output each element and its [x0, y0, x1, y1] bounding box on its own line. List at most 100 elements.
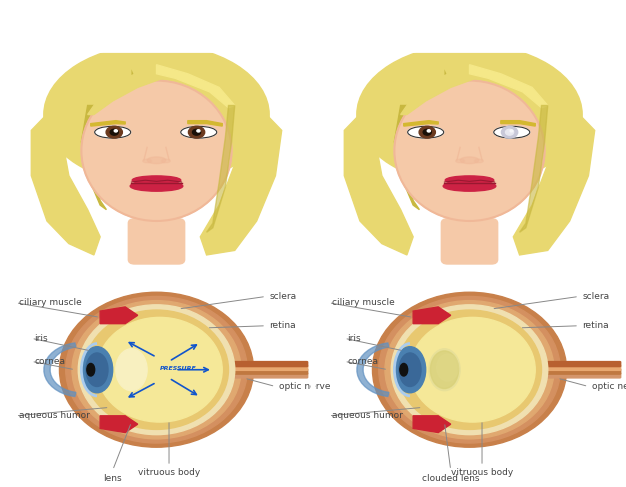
FancyBboxPatch shape	[441, 219, 498, 264]
Circle shape	[505, 129, 513, 135]
Polygon shape	[451, 69, 516, 110]
Polygon shape	[200, 108, 282, 255]
Ellipse shape	[78, 305, 235, 434]
Polygon shape	[344, 108, 413, 255]
Ellipse shape	[394, 80, 545, 221]
Ellipse shape	[443, 181, 496, 191]
Polygon shape	[413, 416, 451, 432]
Polygon shape	[100, 307, 138, 324]
Polygon shape	[404, 121, 438, 126]
Circle shape	[427, 130, 431, 132]
Polygon shape	[394, 106, 419, 209]
Circle shape	[114, 130, 118, 132]
Text: aqueous humor: aqueous humor	[332, 412, 403, 420]
Text: ciliary muscle: ciliary muscle	[332, 298, 394, 307]
Ellipse shape	[494, 126, 530, 138]
Ellipse shape	[456, 159, 464, 163]
Polygon shape	[138, 69, 203, 110]
Polygon shape	[401, 65, 476, 114]
FancyBboxPatch shape	[230, 365, 307, 370]
Polygon shape	[44, 343, 76, 396]
Polygon shape	[513, 108, 595, 255]
FancyBboxPatch shape	[230, 361, 307, 367]
Polygon shape	[156, 65, 235, 108]
Text: iris: iris	[347, 334, 361, 343]
Circle shape	[419, 126, 435, 138]
Ellipse shape	[410, 318, 535, 422]
Polygon shape	[413, 307, 451, 324]
FancyBboxPatch shape	[543, 365, 620, 370]
Polygon shape	[501, 121, 535, 126]
Ellipse shape	[44, 44, 269, 185]
Text: sclera: sclera	[269, 292, 296, 301]
Ellipse shape	[394, 347, 426, 393]
Circle shape	[197, 130, 200, 132]
Ellipse shape	[147, 157, 166, 164]
Circle shape	[423, 129, 431, 135]
Polygon shape	[470, 65, 548, 108]
Text: ciliary muscle: ciliary muscle	[19, 298, 81, 307]
Circle shape	[188, 126, 205, 138]
Text: retina: retina	[269, 321, 296, 330]
Ellipse shape	[181, 126, 217, 138]
Circle shape	[106, 126, 122, 138]
Ellipse shape	[87, 363, 95, 376]
Ellipse shape	[399, 353, 421, 387]
Circle shape	[510, 130, 513, 132]
Polygon shape	[131, 69, 141, 114]
FancyBboxPatch shape	[128, 219, 185, 264]
Ellipse shape	[429, 349, 460, 391]
FancyBboxPatch shape	[543, 373, 620, 378]
Text: Eye with Cataract: Eye with Cataract	[380, 17, 559, 35]
Ellipse shape	[130, 181, 183, 191]
Ellipse shape	[400, 363, 408, 376]
Text: Eye with Glaucoma: Eye with Glaucoma	[60, 17, 253, 35]
Ellipse shape	[86, 353, 108, 387]
Text: cornea: cornea	[34, 357, 66, 366]
Polygon shape	[88, 65, 163, 114]
Ellipse shape	[59, 292, 254, 447]
Ellipse shape	[445, 176, 494, 185]
Circle shape	[193, 129, 200, 135]
Ellipse shape	[385, 300, 554, 439]
Ellipse shape	[408, 126, 444, 138]
Polygon shape	[100, 416, 138, 432]
Text: sclera: sclera	[582, 292, 609, 301]
Ellipse shape	[372, 292, 567, 447]
Ellipse shape	[72, 300, 241, 439]
Text: lens: lens	[103, 474, 122, 484]
Ellipse shape	[97, 318, 222, 422]
Text: PRESSURE: PRESSURE	[160, 366, 197, 371]
Polygon shape	[357, 343, 389, 396]
Text: optic nerve: optic nerve	[592, 382, 626, 391]
Text: clouded lens: clouded lens	[422, 474, 480, 484]
Text: optic nerve: optic nerve	[279, 382, 330, 391]
Polygon shape	[188, 121, 222, 126]
Ellipse shape	[398, 310, 541, 430]
FancyBboxPatch shape	[230, 369, 307, 374]
Ellipse shape	[357, 44, 582, 185]
Text: cornea: cornea	[347, 357, 379, 366]
Ellipse shape	[85, 310, 228, 430]
Ellipse shape	[460, 157, 479, 164]
Ellipse shape	[162, 159, 170, 163]
Ellipse shape	[391, 305, 548, 434]
Circle shape	[110, 129, 118, 135]
Ellipse shape	[437, 354, 458, 381]
Polygon shape	[91, 121, 125, 126]
Ellipse shape	[116, 349, 147, 391]
Ellipse shape	[66, 297, 247, 443]
Ellipse shape	[431, 351, 458, 389]
Text: aqueous humor: aqueous humor	[19, 412, 90, 420]
FancyBboxPatch shape	[230, 373, 307, 378]
Ellipse shape	[379, 297, 560, 443]
Ellipse shape	[81, 347, 113, 393]
FancyBboxPatch shape	[543, 369, 620, 374]
Text: vitruous body: vitruous body	[451, 468, 513, 477]
Polygon shape	[207, 106, 235, 232]
Ellipse shape	[475, 159, 483, 163]
Text: retina: retina	[582, 321, 609, 330]
Polygon shape	[444, 69, 454, 114]
Polygon shape	[81, 106, 106, 209]
Ellipse shape	[132, 176, 181, 185]
